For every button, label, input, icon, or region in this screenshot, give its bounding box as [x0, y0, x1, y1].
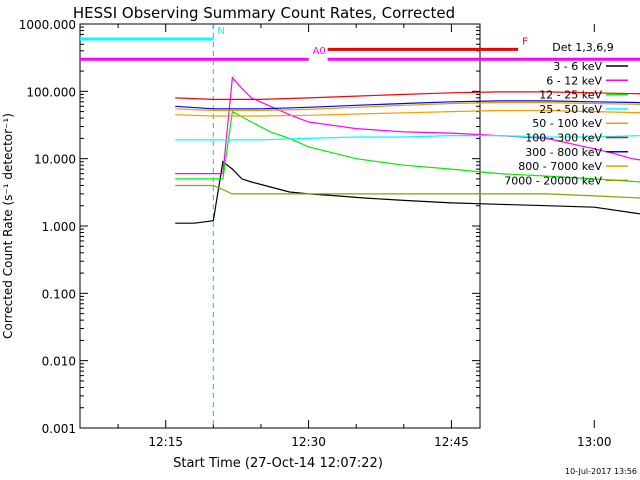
series-lines [175, 76, 640, 224]
legend-label: 100 - 300 keV [525, 132, 602, 145]
y-tick-label: 100.000 [26, 85, 76, 99]
y-tick-label: 0.001 [42, 422, 76, 436]
legend-label: 6 - 12 keV [546, 74, 602, 87]
flag-bars: N F A0 [80, 26, 640, 61]
series-line [175, 100, 640, 110]
plot-frame [79, 23, 481, 429]
legend-title: Det 1,3,6,9 [552, 41, 614, 54]
series-line [175, 160, 640, 224]
series-line [175, 110, 640, 183]
x-axis-label: Start Time (27-Oct-14 12:07:22) [173, 456, 383, 471]
y-tick-label: 1000.000 [19, 18, 76, 32]
y-tick-label: 0.010 [42, 355, 76, 369]
legend-label: 50 - 100 keV [532, 117, 602, 130]
legend-label: 7000 - 20000 keV [504, 174, 602, 187]
series-line [175, 184, 640, 199]
x-tick-label: 12:30 [291, 435, 326, 449]
series-line [175, 109, 640, 117]
legend-label: 300 - 800 keV [525, 146, 602, 159]
y-tick-label: 1.000 [42, 220, 76, 234]
x-tick-label: 12:45 [434, 435, 469, 449]
series-line [175, 76, 640, 175]
x-tick-label: 13:00 [577, 435, 612, 449]
y-axis: 0.001 0.010 0.100 1.000 10.000 100.000 1000.00… [19, 18, 480, 436]
y-tick-label: 0.100 [42, 287, 76, 301]
flag-label: A0 [313, 46, 326, 57]
footer-timestamp: 10-Jul-2017 13:56 [565, 467, 637, 476]
flag-label: N [217, 26, 224, 37]
legend-label: 800 - 7000 keV [518, 160, 602, 173]
vertical-markers [212, 24, 214, 428]
chart-title: HESSI Observing Summary Count Rates, Cor… [73, 4, 455, 22]
y-axis-label: Corrected Count Rate (s⁻¹ detector⁻¹) [1, 113, 15, 339]
x-tick-label: 12:15 [148, 435, 183, 449]
y-tick-label: 10.000 [34, 153, 76, 167]
legend-label: 25 - 50 keV [539, 103, 602, 116]
series-line [175, 91, 640, 101]
flag-label: F [522, 36, 528, 47]
legend-label: 3 - 6 keV [553, 60, 602, 73]
legend-label: 12 - 25 keV [539, 89, 602, 102]
series-line [175, 135, 640, 141]
series-line [175, 101, 640, 112]
